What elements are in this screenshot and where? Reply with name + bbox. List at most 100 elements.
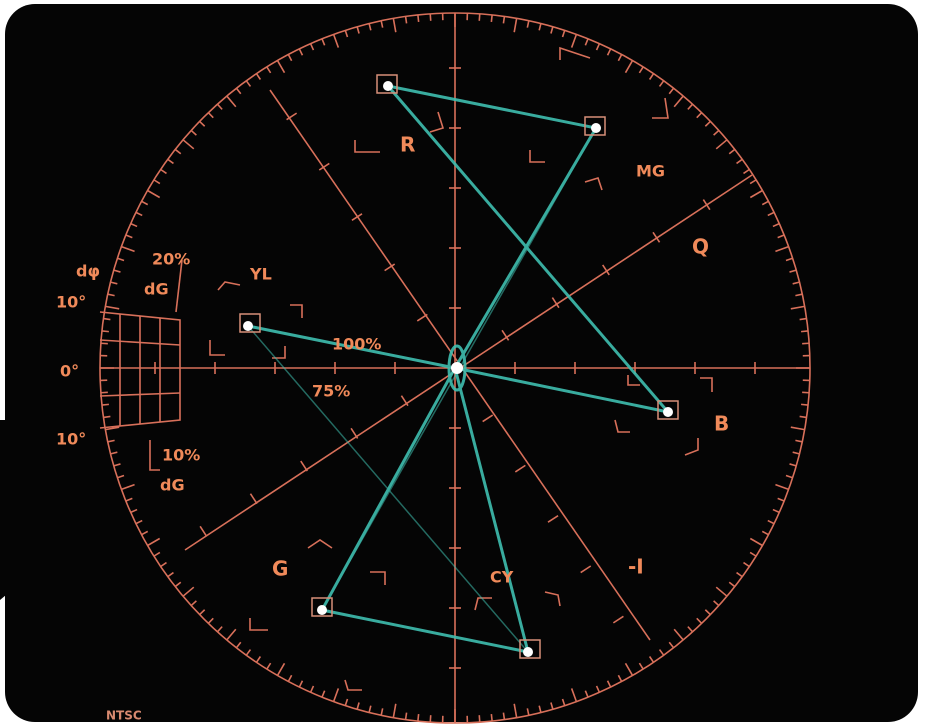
- rim-tick: [207, 617, 214, 624]
- rim-tick: [332, 688, 340, 702]
- rim-tick: [266, 662, 272, 670]
- rim-tick: [266, 66, 272, 74]
- footer: NTSC: [106, 709, 142, 723]
- axis-tick: [416, 313, 428, 322]
- rim-tick: [736, 571, 743, 578]
- target-yl: [209, 281, 303, 359]
- trace-center: [447, 344, 467, 392]
- dot: [317, 605, 327, 615]
- rim-tick: [332, 34, 340, 48]
- rim-tick: [199, 120, 206, 127]
- dot-box: [519, 639, 541, 659]
- rim-tick: [417, 714, 420, 722]
- rim-tick: [801, 330, 809, 333]
- rim-tick: [696, 617, 703, 624]
- rim-tick: [235, 87, 242, 95]
- rim-tick: [160, 561, 167, 568]
- rim-tick: [216, 103, 223, 110]
- rim-tick: [713, 600, 720, 607]
- label: R: [400, 133, 415, 157]
- rim-tick: [785, 257, 793, 262]
- rim-tick: [417, 14, 420, 22]
- rim-tick: [147, 537, 161, 547]
- rim-tick: [255, 656, 262, 663]
- rim-tick: [673, 628, 684, 641]
- axis-tick: [300, 460, 308, 472]
- rim-tick: [743, 168, 750, 175]
- rim-tick: [570, 688, 578, 702]
- rim-tick: [638, 662, 644, 670]
- label: 75%: [312, 382, 350, 401]
- rim-tick: [761, 530, 769, 536]
- dot: [663, 407, 673, 417]
- rim-tick: [153, 551, 161, 557]
- axis-tick: [551, 297, 560, 309]
- rim-tick: [199, 609, 206, 616]
- rim-tick: [550, 26, 554, 34]
- trace-main: [247, 84, 673, 654]
- rim-tick: [638, 66, 644, 74]
- dot-box: [657, 400, 679, 420]
- rim-tick: [799, 317, 807, 321]
- rim-tick: [344, 30, 349, 38]
- rim-tick: [404, 712, 408, 720]
- rim-tick: [595, 685, 601, 693]
- rim-tick: [245, 80, 252, 87]
- rim-tick: [309, 43, 315, 51]
- target-cy: [474, 591, 561, 611]
- target-b: [614, 375, 713, 456]
- axis-tick: [351, 213, 363, 221]
- axis-tick: [547, 515, 559, 523]
- rim-tick: [113, 269, 121, 273]
- rim-tick: [276, 662, 286, 676]
- rim-tick: [606, 680, 612, 688]
- rim-tick: [101, 403, 109, 406]
- rim-tick: [526, 708, 530, 716]
- rim-tick: [103, 415, 111, 419]
- rim-tick: [658, 80, 665, 87]
- dg-bracket: [149, 440, 160, 471]
- label: dG: [160, 476, 185, 495]
- label: 10°: [56, 430, 86, 449]
- rim-tick: [321, 690, 326, 698]
- rim-tick: [687, 103, 694, 110]
- rim-tick: [344, 698, 349, 706]
- rim-tick: [107, 293, 115, 297]
- rim-tick: [130, 222, 138, 228]
- rim-tick: [749, 179, 757, 185]
- rim-tick: [298, 680, 304, 688]
- rim-tick: [113, 463, 121, 467]
- rim-tick: [404, 16, 408, 24]
- rim-tick: [801, 403, 809, 406]
- dot: [523, 647, 533, 657]
- rim-tick: [110, 281, 118, 285]
- dot: [243, 321, 253, 331]
- axis-tick: [199, 525, 208, 537]
- rim-tick: [624, 662, 634, 676]
- axis-tick: [384, 263, 396, 272]
- rim-tick: [785, 474, 793, 479]
- axis-tick: [514, 464, 526, 473]
- dot-box: [311, 597, 333, 617]
- rim-tick: [606, 48, 612, 56]
- rim-tick: [790, 426, 805, 431]
- rim-tick: [749, 189, 763, 199]
- axis-tick: [652, 231, 661, 243]
- rim-tick: [182, 586, 195, 597]
- rim-tick: [174, 581, 182, 588]
- label: 10°: [56, 293, 86, 312]
- rim-tick: [767, 519, 775, 525]
- rim-tick: [648, 73, 655, 80]
- rim-tick: [121, 483, 135, 491]
- label: B: [714, 412, 729, 436]
- rim-tick: [715, 586, 728, 597]
- rim-tick: [226, 95, 237, 108]
- rim-tick: [704, 120, 711, 127]
- rim-tick: [135, 211, 143, 217]
- target-g: [249, 539, 386, 691]
- axis-tick: [580, 565, 592, 574]
- rim-tick: [235, 641, 242, 649]
- rim-tick: [617, 54, 623, 62]
- rim-tick: [772, 222, 780, 228]
